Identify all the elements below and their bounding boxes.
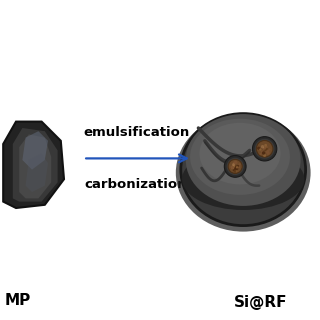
Circle shape	[260, 153, 262, 155]
Circle shape	[234, 161, 238, 164]
Ellipse shape	[182, 148, 304, 210]
Polygon shape	[19, 134, 51, 198]
Polygon shape	[13, 128, 58, 202]
Text: MP: MP	[4, 293, 31, 308]
Ellipse shape	[186, 114, 300, 206]
Circle shape	[264, 144, 267, 147]
Circle shape	[268, 148, 271, 151]
Circle shape	[234, 166, 238, 169]
Circle shape	[261, 150, 263, 153]
Circle shape	[267, 152, 270, 155]
Text: carbonization: carbonization	[85, 178, 187, 190]
Circle shape	[261, 145, 264, 148]
Circle shape	[233, 164, 236, 167]
Circle shape	[265, 148, 268, 150]
Circle shape	[263, 154, 266, 157]
Text: emulsification: emulsification	[83, 126, 189, 139]
Circle shape	[224, 156, 246, 177]
Ellipse shape	[199, 123, 281, 184]
Circle shape	[237, 166, 240, 169]
Circle shape	[262, 151, 265, 155]
Circle shape	[234, 165, 237, 169]
Circle shape	[257, 147, 260, 150]
Circle shape	[252, 137, 277, 161]
Circle shape	[263, 148, 266, 150]
Polygon shape	[26, 154, 48, 192]
Circle shape	[231, 166, 235, 170]
Ellipse shape	[181, 114, 306, 226]
Circle shape	[234, 170, 236, 173]
Polygon shape	[22, 131, 48, 170]
Circle shape	[266, 150, 269, 154]
Polygon shape	[3, 122, 64, 208]
Circle shape	[263, 147, 266, 149]
Circle shape	[235, 170, 237, 172]
Circle shape	[230, 165, 234, 169]
Circle shape	[238, 163, 241, 165]
Circle shape	[227, 158, 244, 175]
Text: Si@RF: Si@RF	[234, 295, 288, 310]
Circle shape	[263, 147, 266, 150]
Circle shape	[237, 166, 239, 169]
Ellipse shape	[190, 119, 290, 195]
Circle shape	[256, 140, 273, 157]
Circle shape	[255, 139, 275, 159]
Circle shape	[265, 147, 267, 149]
Circle shape	[233, 161, 236, 165]
Circle shape	[259, 148, 261, 151]
Circle shape	[264, 147, 267, 149]
Circle shape	[232, 163, 235, 166]
Circle shape	[264, 148, 267, 151]
Circle shape	[232, 168, 236, 171]
Circle shape	[235, 166, 238, 170]
Circle shape	[228, 159, 242, 173]
Circle shape	[236, 166, 238, 169]
Circle shape	[237, 165, 239, 167]
Circle shape	[234, 166, 236, 168]
Ellipse shape	[176, 114, 311, 232]
Circle shape	[230, 167, 232, 169]
Circle shape	[266, 146, 268, 148]
